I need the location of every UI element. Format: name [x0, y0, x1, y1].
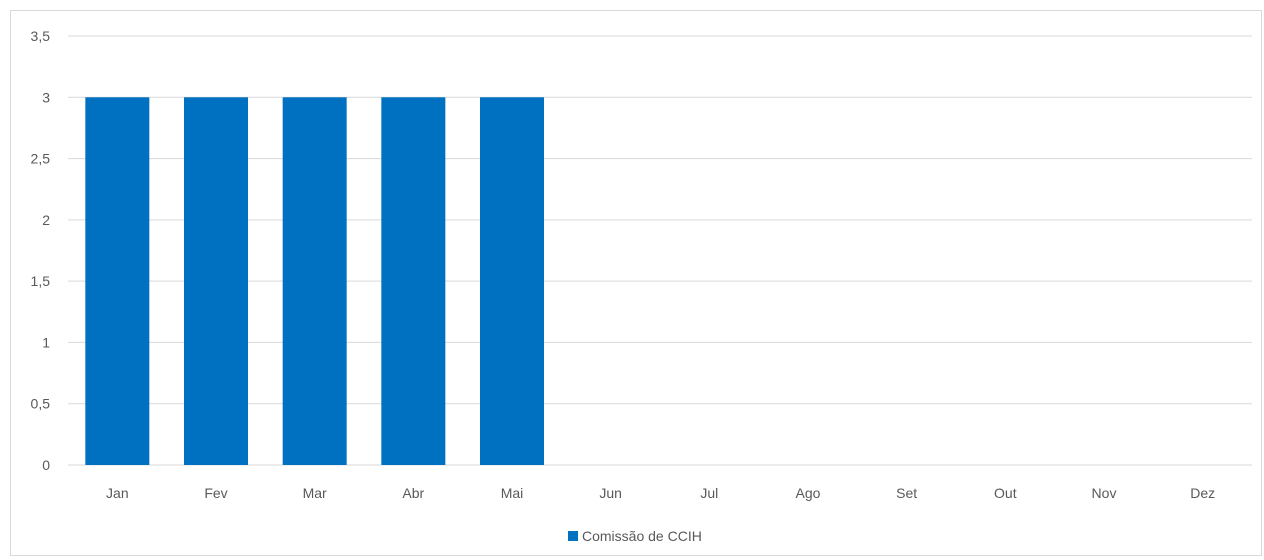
x-tick-label: Abr [402, 485, 424, 501]
legend-swatch [568, 531, 578, 541]
bar [282, 97, 347, 466]
x-tick-label: Dez [1190, 485, 1215, 501]
y-tick-label: 2 [42, 212, 50, 228]
y-tick-label: 0 [42, 457, 50, 473]
y-tick-label: 1,5 [31, 273, 51, 289]
x-tick-label: Set [896, 485, 917, 501]
bar [381, 97, 446, 466]
legend-label: Comissão de CCIH [582, 528, 702, 544]
x-tick-label: Ago [796, 485, 821, 501]
x-tick-label: Jul [700, 485, 718, 501]
y-tick-label: 3 [42, 89, 50, 105]
x-tick-label: Out [994, 485, 1017, 501]
bar [480, 97, 544, 466]
x-tick-label: Mai [501, 485, 524, 501]
y-tick-label: 1 [42, 334, 50, 350]
x-axis-ticks: Jan Fev Mar Abr Mai Jun Jul Ago Set Out Nov Dez [106, 485, 1215, 501]
y-tick-label: 2,5 [31, 151, 51, 167]
y-tick-label: 3,5 [31, 28, 51, 44]
y-tick-label: 0,5 [31, 396, 51, 412]
bar [85, 97, 150, 466]
y-axis-ticks: 0 0,5 1 1,5 2 2,5 3 3,5 [31, 28, 51, 473]
x-tick-label: Jan [106, 485, 129, 501]
bars [85, 97, 544, 466]
bar [184, 97, 248, 466]
x-tick-label: Mar [303, 485, 327, 501]
x-tick-label: Jun [599, 485, 622, 501]
gridlines [68, 35, 1252, 466]
x-tick-label: Nov [1092, 485, 1117, 501]
x-tick-label: Fev [204, 485, 227, 501]
legend: Comissão de CCIH [568, 528, 702, 544]
